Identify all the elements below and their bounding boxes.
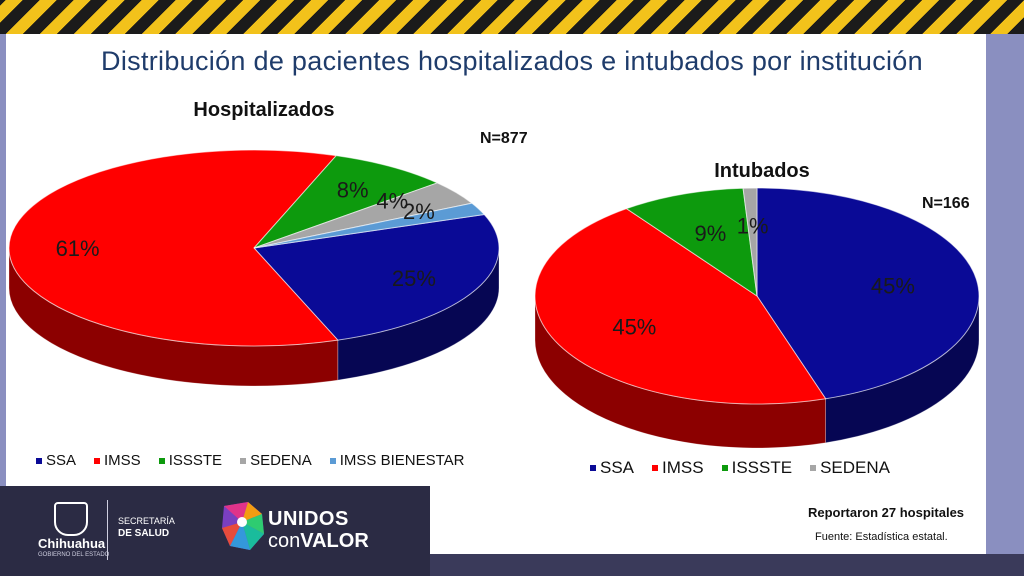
chart-title-intubados: Intubados	[714, 160, 810, 182]
unidos-logo-text: UNIDOS	[268, 508, 349, 530]
legend-swatch	[36, 457, 42, 464]
chihuahua-logo-subtext: GOBIERNO DEL ESTADO	[38, 552, 110, 558]
pie-slice-imss	[8, 149, 339, 347]
chihuahua-logo-text: Chihuahua	[38, 536, 106, 551]
legend-hospitalizados: SSA IMSS ISSSTE SEDENA IMSS BIENESTAR	[36, 452, 465, 469]
legend-label: IMSS BIENESTAR	[339, 452, 465, 469]
legend-label: SEDENA	[820, 458, 890, 477]
side-margin	[986, 34, 1024, 554]
data-label-imss-bienestar: 2%	[403, 199, 435, 224]
data-label-ssa: 45%	[871, 274, 915, 299]
legend-swatch	[721, 465, 728, 471]
footer-logos: Chihuahua GOBIERNO DEL ESTADO SECRETARÍA…	[0, 486, 430, 576]
pie-slice-ssa	[756, 187, 980, 400]
legend-item-sedena: SEDENA	[810, 458, 890, 478]
logo-divider	[107, 500, 108, 560]
legend-item-imss: IMSS	[94, 452, 141, 469]
pie-slice-ssa	[252, 213, 500, 341]
legend-swatch	[158, 457, 165, 464]
pie-slice-imss-bienestar	[253, 202, 486, 249]
n-label-hospitalizados: N=877	[480, 130, 528, 147]
n-label-intubados: N=166	[922, 195, 970, 212]
pie-intubados: 45% 45% 9% 1% Intubados N=166	[534, 160, 980, 449]
bottom-bar	[430, 554, 1024, 576]
hazard-stripe-banner	[0, 0, 1024, 34]
pie-slice-issste	[625, 187, 758, 298]
data-label-sedena: 1%	[737, 214, 769, 239]
pie-slice-sedena	[742, 187, 758, 297]
legend-swatch	[94, 457, 101, 464]
pie-hospitalizados: 25% 61% 8% 4%2% Hospitalizados N=877	[8, 99, 528, 387]
de-salud-label: DE SALUD	[118, 528, 170, 539]
legend-item-ssa: SSA	[36, 452, 76, 469]
data-label-issste: 9%	[694, 221, 726, 246]
legend-item-imss-bienestar: IMSS BIENESTAR	[329, 452, 465, 469]
legend-label: ISSSTE	[731, 458, 793, 477]
slide-title: Distribución de pacientes hospitalizados…	[101, 46, 923, 76]
data-label-imss: 45%	[612, 314, 656, 339]
legend-swatch	[240, 457, 247, 464]
pie-slice-imss	[534, 208, 827, 405]
legend-swatch	[652, 465, 659, 471]
legend-label: SSA	[46, 452, 77, 469]
reportaron-note: Reportaron 27 hospitales	[808, 505, 965, 520]
chart-title-hospitalizados: Hospitalizados	[193, 99, 334, 121]
unidos-map-icon	[222, 502, 264, 550]
legend-item-sedena: SEDENA	[240, 452, 312, 469]
secretaria-label: SECRETARÍA	[118, 516, 175, 526]
legend-label: IMSS	[104, 452, 141, 469]
data-label-sedena: 4%	[376, 189, 408, 214]
legend-item-ssa: SSA	[590, 458, 634, 478]
valor-text: VALOR	[300, 530, 369, 552]
legend-label: IMSS	[662, 458, 704, 477]
legend-label: SSA	[600, 458, 635, 477]
legend-label: SEDENA	[250, 452, 312, 469]
pie-slice-issste	[253, 155, 439, 249]
legend-intubados: SSA IMSS ISSSTE SEDENA	[590, 458, 890, 478]
con-text: con	[268, 530, 301, 552]
legend-swatch	[329, 457, 336, 464]
legend-item-issste: ISSSTE	[721, 458, 793, 478]
legend-item-imss: IMSS	[652, 458, 704, 478]
legend-swatch	[590, 465, 596, 471]
data-label-issste: 8%	[337, 178, 369, 203]
chihuahua-shield-icon	[54, 502, 88, 536]
legend-label: ISSSTE	[168, 452, 223, 469]
legend-item-issste: ISSSTE	[158, 452, 223, 469]
source-note: Fuente: Estadística estatal.	[815, 531, 948, 543]
con-valor-logo-text: conVALOR	[268, 530, 369, 553]
legend-swatch	[810, 465, 817, 471]
data-label-imss: 61%	[56, 236, 100, 261]
data-label-ssa: 25%	[392, 266, 436, 291]
